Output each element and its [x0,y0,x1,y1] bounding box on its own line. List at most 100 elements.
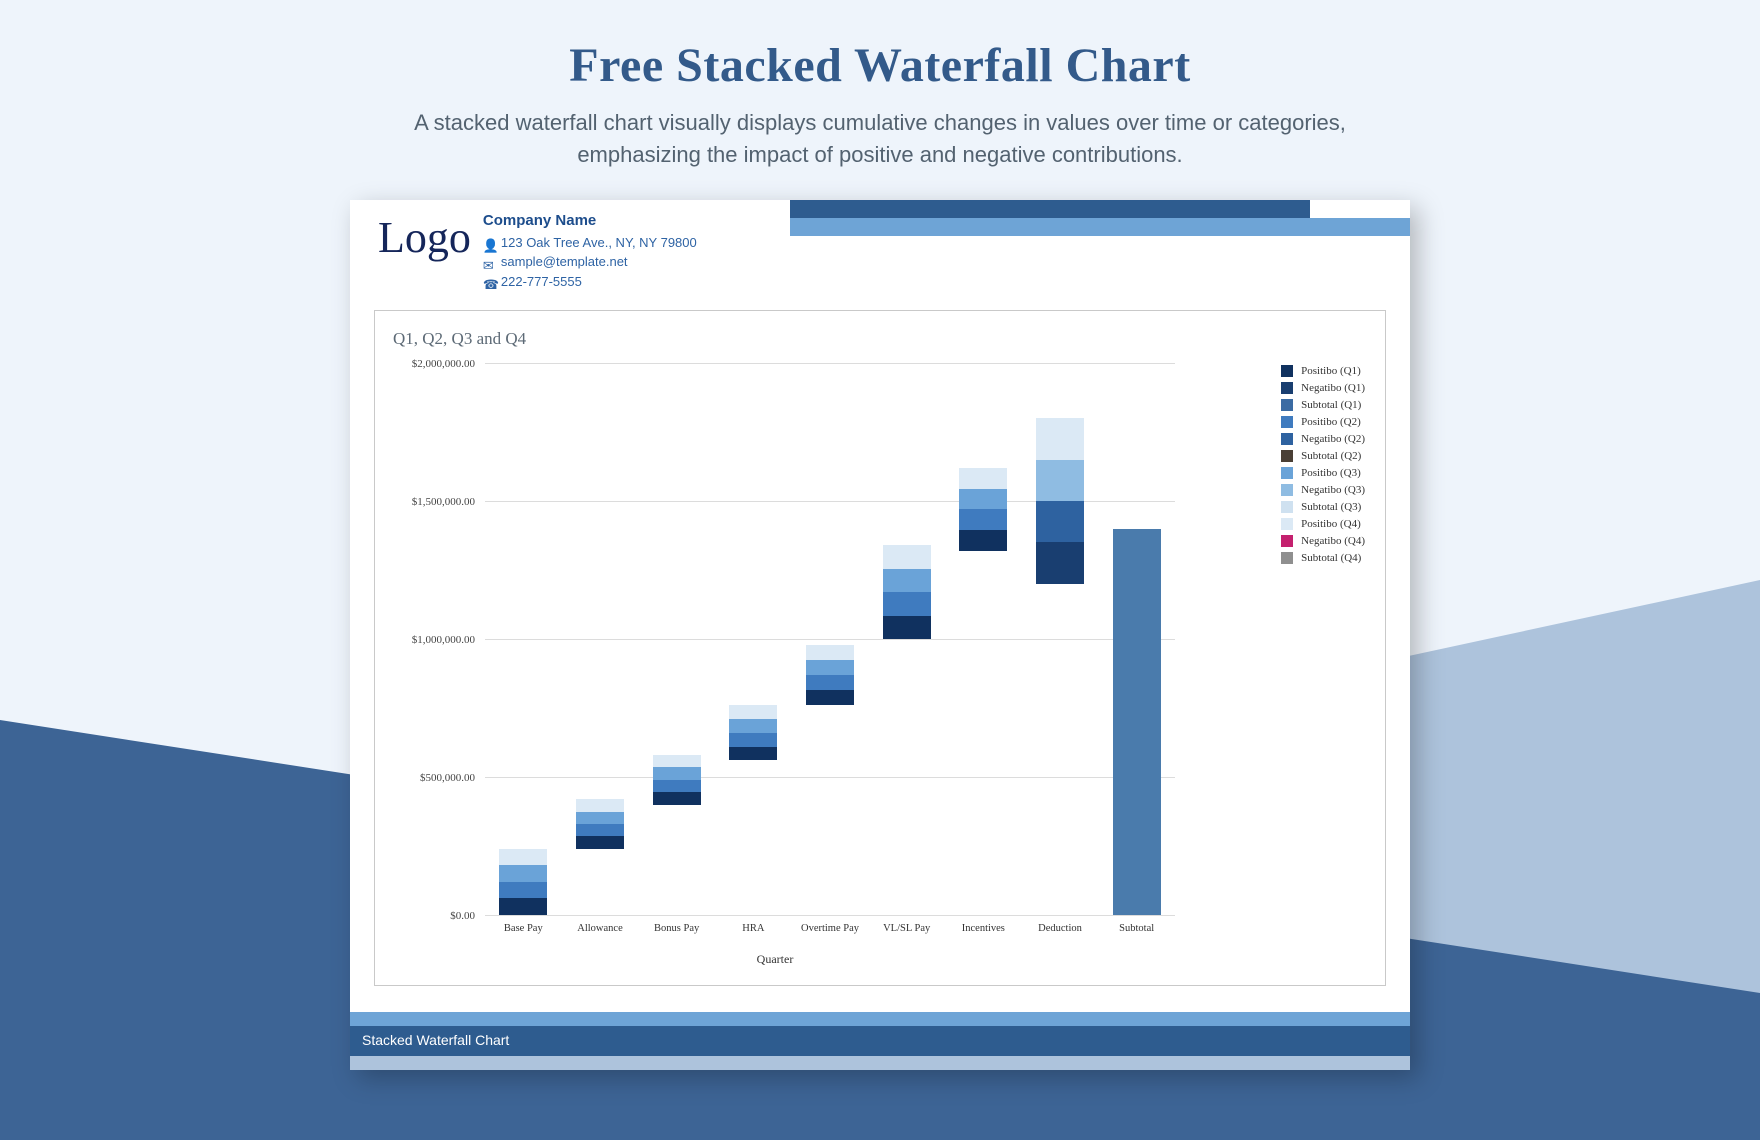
bar-segment [806,675,854,690]
bar-deduction: Deduction [1036,363,1084,915]
legend-label: Negatibo (Q1) [1301,382,1365,394]
legend-swatch [1281,552,1293,564]
bar-segment [1036,418,1084,459]
legend: Positibo (Q1) Negatibo (Q1) Subtotal (Q1) P… [1281,365,1365,569]
legend-label: Subtotal (Q4) [1301,552,1361,564]
bar-hra: HRA [729,363,777,915]
mail-icon: ✉ [483,256,495,268]
legend-swatch [1281,365,1293,377]
bar-segment [653,767,701,779]
bar-segment [1036,501,1084,542]
header-strip-dark [790,200,1310,218]
legend-item: Positibo (Q3) [1281,467,1365,479]
footer-bar-bottom [350,1056,1410,1070]
footer-bar-top [350,1012,1410,1026]
bar-segment [883,569,931,592]
x-tick-label: Allowance [577,915,622,934]
chart-title: Q1, Q2, Q3 and Q4 [393,329,1371,349]
legend-label: Subtotal (Q1) [1301,399,1361,411]
x-tick-label: Subtotal [1119,915,1154,934]
bar-base-pay: Base Pay [499,363,547,915]
bar-segment [883,545,931,568]
legend-label: Positibo (Q2) [1301,416,1361,428]
legend-item: Positibo (Q2) [1281,416,1365,428]
bar-segment [729,705,777,719]
header-strips [790,200,1410,236]
legend-swatch [1281,484,1293,496]
x-tick-label: Deduction [1038,915,1082,934]
x-axis-title: Quarter [375,952,1175,967]
bar-segment [653,792,701,804]
x-tick-label: Overtime Pay [801,915,859,934]
bar-segment [959,468,1007,489]
bar-segment [576,824,624,836]
bar-segment [729,747,777,761]
bar-segment [959,489,1007,510]
legend-swatch [1281,416,1293,428]
legend-swatch [1281,399,1293,411]
bar-segment [806,660,854,675]
bar-segment [576,836,624,848]
bar-segment [499,898,547,915]
bar-segment [1113,529,1161,915]
y-tick-label: $2,000,000.00 [412,358,485,370]
legend-label: Negatibo (Q3) [1301,484,1365,496]
legend-label: Negatibo (Q4) [1301,535,1365,547]
header-strip-light [790,218,1410,236]
bar-segment [576,812,624,824]
logo-text: Logo [378,210,471,260]
legend-label: Negatibo (Q2) [1301,433,1365,445]
company-name: Company Name [483,210,697,233]
legend-item: Negatibo (Q4) [1281,535,1365,547]
footer-label: Stacked Waterfall Chart [350,1026,1410,1056]
legend-swatch [1281,450,1293,462]
legend-swatch [1281,535,1293,547]
x-tick-label: Incentives [962,915,1005,934]
bar-segment [499,849,547,866]
bar-segment [883,592,931,615]
bar-segment [729,733,777,747]
chart-container: Q1, Q2, Q3 and Q4 $0.00$500,000.00$1,000… [374,310,1386,986]
company-address: 123 Oak Tree Ave., NY, NY 79800 [501,233,697,253]
y-tick-label: $500,000.00 [420,772,485,784]
legend-item: Negatibo (Q3) [1281,484,1365,496]
bar-segment [1036,542,1084,583]
bar-segment [576,799,624,811]
legend-label: Subtotal (Q2) [1301,450,1361,462]
legend-swatch [1281,501,1293,513]
legend-label: Positibo (Q3) [1301,467,1361,479]
page-title: Free Stacked Waterfall Chart [0,0,1760,93]
bar-segment [959,509,1007,530]
plot-area: $0.00$500,000.00$1,000,000.00$1,500,000.… [485,363,1175,915]
bar-segment [1036,460,1084,501]
bar-vl-sl-pay: VL/SL Pay [883,363,931,915]
x-tick-label: HRA [742,915,764,934]
letterhead: Logo Company Name 👤123 Oak Tree Ave., NY… [378,210,697,291]
bar-allowance: Allowance [576,363,624,915]
legend-swatch [1281,433,1293,445]
bar-segment [653,755,701,767]
bar-subtotal: Subtotal [1113,363,1161,915]
phone-icon: ☎ [483,275,495,287]
page-subtitle: A stacked waterfall chart visually displ… [380,107,1380,171]
y-tick-label: $0.00 [450,910,485,922]
x-tick-label: Bonus Pay [654,915,699,934]
bar-segment [499,882,547,899]
legend-label: Positibo (Q4) [1301,518,1361,530]
legend-item: Negatibo (Q1) [1281,382,1365,394]
legend-item: Positibo (Q1) [1281,365,1365,377]
bar-segment [883,616,931,639]
legend-item: Subtotal (Q3) [1281,501,1365,513]
company-phone: 222-777-5555 [501,272,582,292]
legend-swatch [1281,382,1293,394]
bar-segment [806,645,854,660]
company-email: sample@template.net [501,252,628,272]
legend-label: Positibo (Q1) [1301,365,1361,377]
legend-item: Subtotal (Q2) [1281,450,1365,462]
bar-bonus-pay: Bonus Pay [653,363,701,915]
bar-segment [959,530,1007,551]
legend-swatch [1281,467,1293,479]
template-card: Logo Company Name 👤123 Oak Tree Ave., NY… [350,200,1410,1070]
legend-swatch [1281,518,1293,530]
legend-item: Positibo (Q4) [1281,518,1365,530]
